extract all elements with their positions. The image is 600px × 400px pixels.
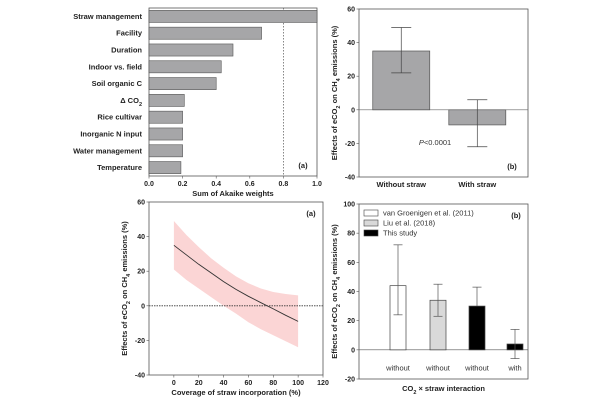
plot-frame <box>148 201 324 376</box>
x-tick-label: 20 <box>195 380 203 387</box>
bar <box>148 26 262 40</box>
x-axis-title: Coverage of straw incorporation (%) <box>171 388 301 397</box>
y-tick-label: 40 <box>137 234 145 241</box>
y-tick-label: 60 <box>347 7 355 14</box>
category-label: Straw management <box>73 12 142 21</box>
plot-frame <box>358 8 529 178</box>
y-tick-label: 60 <box>347 260 355 267</box>
legend-swatch <box>363 209 379 217</box>
coverage-chart: -40 -20 0 20 40 60 0 20 40 60 80 100 120 Coverage of … <box>135 200 329 398</box>
bar <box>148 60 222 74</box>
x-axis-title: Sum of Akaike weights <box>192 189 273 198</box>
bar <box>148 10 318 23</box>
x-tick-label: 0.4 <box>211 181 221 188</box>
bar <box>148 94 185 107</box>
category-label: Facility <box>116 29 143 38</box>
x-tick-label: 0.6 <box>245 181 255 188</box>
legend-swatch <box>363 219 379 227</box>
y-tick-label: 40 <box>347 40 355 47</box>
panel-label: (a) <box>306 209 316 218</box>
y-axis-title: Effects of eCO2 on CH4 emissions (%) <box>330 224 342 359</box>
category-label: without <box>385 363 411 372</box>
category-label: With straw <box>458 180 496 189</box>
y-tick-label: 60 <box>137 200 145 207</box>
y-tick-label: 20 <box>347 74 355 81</box>
y-axis-title: Effects of eCO2 on CH4 emissions (%) <box>120 221 132 356</box>
y-tick-label: 0 <box>141 303 145 310</box>
y-tick-label: -20 <box>345 377 355 384</box>
x-tick-label: 100 <box>292 380 304 387</box>
x-tick-label: 0.0 <box>144 181 154 188</box>
x-axis-title: CO2 × straw interaction <box>402 384 485 396</box>
legend-swatch <box>363 229 379 237</box>
panel-label: (b) <box>507 162 517 171</box>
bar <box>148 127 183 141</box>
x-tick-label: 0.8 <box>279 181 289 188</box>
category-label: Inorganic N input <box>80 130 142 139</box>
y-tick-label: -20 <box>345 141 355 148</box>
y-tick-label: -40 <box>135 373 145 380</box>
y-tick-label: 40 <box>347 289 355 296</box>
category-label: Water management <box>73 146 142 155</box>
category-label: without <box>425 363 451 372</box>
y-axis-title: Effects of eCO2 on CH4 emissions (%) <box>330 25 342 160</box>
x-tick-label: 0.2 <box>178 181 188 188</box>
confidence-band <box>173 221 299 348</box>
x-tick-label: 0 <box>172 380 176 387</box>
legend-label: Liu et al. (2018) <box>383 219 436 228</box>
category-label: Temperature <box>97 163 142 172</box>
y-tick-label: -40 <box>345 175 355 182</box>
y-tick-label: -20 <box>135 338 145 345</box>
bar <box>148 161 182 174</box>
category-label: Duration <box>111 46 142 55</box>
plot-frame <box>148 7 318 177</box>
y-tick-label: 0 <box>351 347 355 354</box>
y-tick-label: 0 <box>351 107 355 114</box>
category-label: with <box>507 363 521 372</box>
x-tick-label: 60 <box>245 380 253 387</box>
category-label: Without straw <box>376 180 426 189</box>
y-tick-label: 20 <box>347 318 355 325</box>
x-tick-label: 40 <box>220 380 228 387</box>
y-tick-label: 80 <box>347 231 355 238</box>
category-label: without <box>464 363 490 372</box>
straw-effect-chart: -40 -20 0 20 40 60 Without straw With straw P<0.… <box>345 7 529 189</box>
y-tick-label: 20 <box>137 269 145 276</box>
category-label: Δ CO2 <box>120 96 142 108</box>
bar <box>148 144 183 158</box>
p-value-annotation: P<0.0001 <box>419 138 451 147</box>
bar <box>148 110 183 124</box>
category-label: Rice cultivar <box>97 113 142 122</box>
x-tick-label: 1.0 <box>312 181 322 188</box>
fitted-line <box>173 244 299 322</box>
category-label: Indoor vs. field <box>89 62 143 71</box>
bar <box>148 77 217 90</box>
panel-label: (a) <box>298 161 308 170</box>
x-tick-label: 80 <box>269 380 277 387</box>
legend-label: This study <box>383 229 417 238</box>
comparison-chart: -20 0 20 40 60 80 100 without without without with… <box>343 202 529 384</box>
panel-label: (b) <box>511 211 521 220</box>
x-tick-label: 120 <box>317 380 329 387</box>
bar <box>148 43 234 57</box>
category-label: Soil organic C <box>92 79 143 88</box>
y-tick-label: 100 <box>343 202 355 209</box>
legend-label: van Groenigen et al. (2011) <box>383 209 474 218</box>
akaike-chart: Straw management Facility Duration Indoor v… <box>73 7 322 198</box>
bar <box>468 305 486 351</box>
